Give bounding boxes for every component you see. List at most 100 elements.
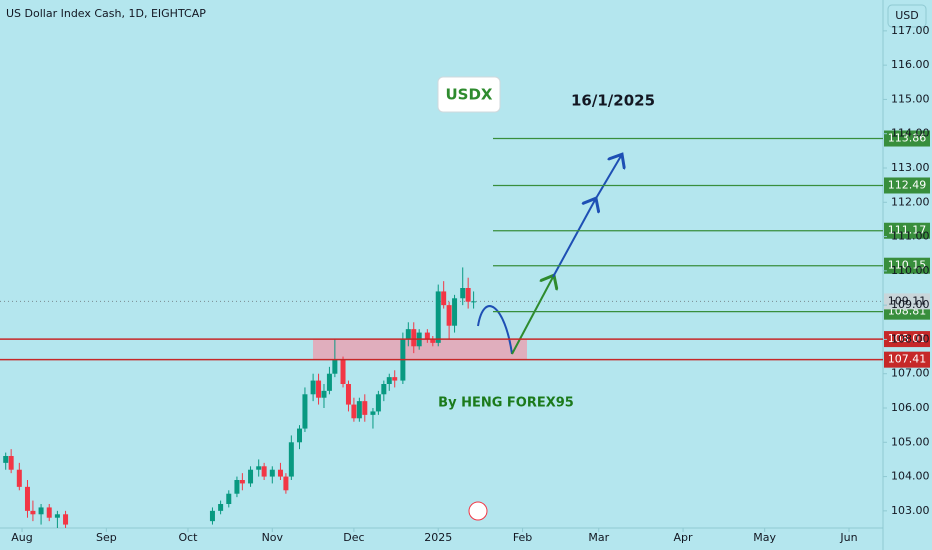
candle-body (30, 510, 36, 515)
y-tick-label: 117.00 (891, 24, 930, 37)
candle-body (3, 456, 9, 463)
level-label: 112.49 (888, 178, 927, 191)
y-tick-label: 109.00 (891, 298, 930, 311)
date-label: 16/1/2025 (571, 92, 655, 110)
level-badge (884, 130, 930, 147)
level-label: 110.15 (888, 259, 927, 272)
candle-body (356, 401, 362, 419)
candle-body (310, 380, 316, 395)
level-badge (884, 222, 930, 239)
candle-body (226, 493, 232, 504)
y-tick-label: 104.00 (891, 470, 930, 483)
event-icon[interactable] (468, 501, 488, 521)
x-tick-label: May (753, 531, 776, 544)
overlay: USDX 16/1/2025 By HENG FOREX95 US Dollar… (0, 4, 930, 521)
level-label: 113.86 (888, 132, 927, 145)
author-label: By HENG FOREX95 (438, 396, 574, 411)
candle-body (386, 377, 392, 384)
candle-body (362, 401, 368, 415)
x-tick-label: Oct (178, 531, 198, 544)
y-tick-label: 108.00 (891, 332, 930, 345)
projection-arrow (511, 277, 553, 355)
y-tick-label: 107.00 (891, 367, 930, 380)
y-tick-label: 110.00 (891, 264, 930, 277)
level-label: 111.17 (888, 224, 927, 237)
candle-body (54, 514, 60, 518)
y-tick-label: 111.00 (891, 230, 930, 243)
x-tick-label: Dec (343, 531, 364, 544)
x-tick-label: Aug (11, 531, 32, 544)
candle-body (38, 507, 44, 515)
x-tick-label: Apr (674, 531, 694, 544)
support-zone (313, 339, 527, 360)
x-tick-label: 2025 (424, 531, 452, 544)
plot-area (0, 267, 883, 528)
candle-body (405, 329, 411, 340)
candle-body (46, 507, 52, 518)
candle-body (370, 411, 376, 415)
y-tick-label: 116.00 (891, 58, 930, 71)
candle-body (446, 305, 452, 326)
y-tick-label: 103.00 (891, 504, 930, 517)
candle-body (316, 380, 322, 398)
currency-label: USD (895, 9, 919, 22)
candle-body (411, 329, 417, 347)
candle-body (234, 480, 240, 494)
x-tick-label: Nov (262, 531, 284, 544)
y-tick-label: 106.00 (891, 401, 930, 414)
x-tick-label: Feb (513, 531, 532, 544)
y-tick-label: 115.00 (891, 92, 930, 105)
candle-body (248, 469, 254, 484)
candle-body (24, 486, 30, 511)
y-tick-label: 114.00 (891, 127, 930, 140)
candle-body (465, 288, 471, 302)
candle-body (321, 390, 327, 398)
candle-body (288, 442, 294, 477)
candle-body (460, 288, 466, 299)
candle-body (424, 332, 430, 340)
candle-body (435, 291, 441, 343)
candle-body (332, 360, 338, 374)
candle-body (430, 339, 436, 343)
candle-body (269, 469, 275, 477)
y-tick-label: 113.00 (891, 161, 930, 174)
level-badge (884, 331, 930, 348)
symbol-label: USDX (446, 86, 493, 104)
candle-body (381, 384, 387, 395)
x-tick-label: Mar (588, 531, 609, 544)
candle-body (8, 456, 14, 470)
candle-body (209, 510, 215, 522)
candle-body (297, 428, 303, 443)
candle-body (283, 476, 289, 491)
candle-body (256, 466, 262, 470)
candle-body (375, 394, 381, 412)
chart-title: US Dollar Index Cash, 1D, EIGHTCAP (6, 7, 206, 20)
last-price-label: 109.11 (888, 294, 927, 307)
candle-body (351, 404, 357, 419)
y-tick-label: 112.00 (891, 195, 930, 208)
currency-box[interactable] (887, 4, 927, 28)
projection-arrow (552, 200, 595, 278)
candle-body (326, 373, 332, 391)
x-tick-label: Jun (839, 531, 857, 544)
symbol-box (437, 76, 501, 113)
level-badge (884, 177, 930, 194)
level-badge (884, 351, 930, 368)
candle-body (277, 469, 283, 477)
candle-body (16, 469, 22, 487)
candle-body (441, 291, 447, 306)
candle-body (63, 514, 69, 525)
level-badge (884, 257, 930, 274)
x-tick-label: Sep (96, 531, 117, 544)
projection-arrow (594, 156, 621, 201)
candle-body (345, 384, 351, 405)
last-price-badge (884, 293, 930, 310)
candle-body (302, 394, 308, 429)
candle-body (471, 301, 477, 303)
level-label: 107.41 (888, 353, 927, 366)
candle-body (218, 504, 224, 511)
candle-body (261, 466, 267, 477)
y-tick-label: 105.00 (891, 435, 930, 448)
level-label: 108.01 (888, 332, 927, 345)
